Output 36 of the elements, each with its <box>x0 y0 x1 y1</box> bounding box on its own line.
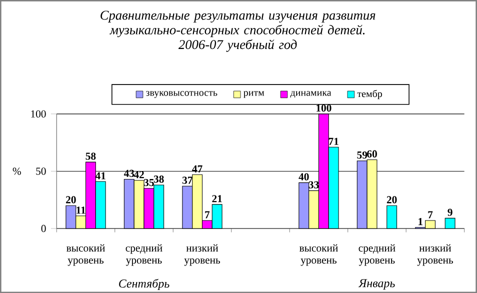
x-tick-label: средний уровень <box>126 244 162 266</box>
legend-label: тембр <box>357 90 382 100</box>
legend-label: динамика <box>290 91 332 98</box>
data-label: 7 <box>428 211 433 218</box>
x-tick-label: низкий уровень <box>417 244 454 266</box>
x-tick-label: низкий уровень <box>184 244 220 266</box>
text: Январь <box>358 279 395 290</box>
y-tick-label: 100 <box>31 110 46 118</box>
data-label: 35 <box>144 178 154 186</box>
data-label: 7 <box>205 211 210 218</box>
data-label: 47 <box>192 165 202 172</box>
data-label: 20 <box>66 196 76 204</box>
data-label: 59 <box>357 151 368 159</box>
data-label: 1 <box>418 218 422 226</box>
y-tick-label: 50 <box>36 168 46 175</box>
legend-label: звуковысотность <box>146 91 218 98</box>
data-label: 9 <box>448 208 452 216</box>
y-axis-title: % <box>12 168 21 175</box>
data-label: 21 <box>212 195 222 202</box>
bar <box>386 205 398 229</box>
data-label: 60 <box>367 150 377 158</box>
legend-label: ритм <box>244 91 264 98</box>
x-tick-label: высокий уровень <box>66 244 105 266</box>
data-label: 20 <box>386 196 397 204</box>
data-label: 100 <box>316 104 332 112</box>
chart-title: Сравнительные результаты изучения развития музыкально-сенсорных способностей детей. <box>100 10 376 38</box>
x-tick-label: высокий уровень <box>299 244 338 266</box>
data-label: 58 <box>86 152 96 160</box>
data-label: 38 <box>154 175 164 183</box>
chart-subtitle: 2006-07 учебный год <box>178 39 297 52</box>
text: Сентябрь <box>119 278 170 290</box>
x-tick-label: средний уровень <box>358 244 396 266</box>
data-label: 11 <box>76 206 86 214</box>
data-label: 40 <box>298 173 309 180</box>
y-tick-label: 0 <box>41 224 46 232</box>
bar <box>444 218 456 229</box>
